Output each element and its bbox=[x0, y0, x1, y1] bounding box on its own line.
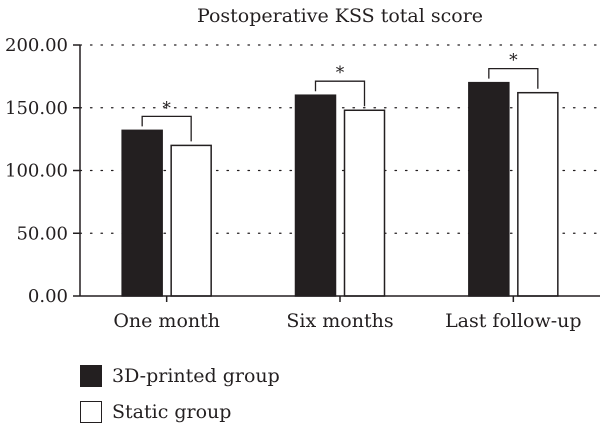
significance-bracket bbox=[141, 115, 192, 142]
legend-swatch-static bbox=[80, 401, 102, 423]
legend-item-static: Static group bbox=[80, 394, 280, 430]
significance-marker: * bbox=[336, 63, 345, 83]
bar-3d-printed bbox=[468, 81, 510, 297]
bar-static bbox=[343, 109, 386, 297]
bar-3d-printed bbox=[121, 129, 163, 297]
bars-layer bbox=[121, 81, 559, 297]
bar-static bbox=[517, 91, 559, 297]
legend-label-static: Static group bbox=[112, 401, 232, 423]
chart-title: Postoperative KSS total score bbox=[197, 5, 483, 27]
y-tick-label: 150.00 bbox=[5, 98, 68, 119]
significance-marker: * bbox=[162, 98, 171, 118]
legend-item-3d-printed: 3D-printed group bbox=[80, 358, 280, 394]
significance-layer: * * * bbox=[141, 51, 539, 142]
legend-label-3d-printed: 3D-printed group bbox=[112, 365, 280, 387]
x-axis-labels: One month Six months Last follow-up bbox=[113, 296, 582, 332]
legend-swatch-3d-printed bbox=[80, 365, 102, 387]
x-tick-label: One month bbox=[113, 310, 220, 332]
y-tick-label: 200.00 bbox=[5, 35, 68, 56]
y-tick-label: 100.00 bbox=[5, 161, 68, 182]
significance-bracket bbox=[488, 68, 539, 89]
y-axis-ticks: 0.00 50.00 100.00 150.00 200.00 bbox=[5, 35, 80, 307]
legend: 3D-printed group Static group bbox=[80, 358, 280, 430]
y-tick-label: 0.00 bbox=[28, 286, 68, 307]
bar-3d-printed bbox=[294, 94, 337, 297]
x-tick-label: Six months bbox=[286, 310, 393, 332]
y-tick-label: 50.00 bbox=[16, 223, 68, 244]
significance-marker: * bbox=[509, 51, 518, 71]
significance-bracket bbox=[314, 80, 366, 107]
x-tick-label: Last follow-up bbox=[445, 310, 582, 332]
bar-static bbox=[170, 144, 212, 297]
